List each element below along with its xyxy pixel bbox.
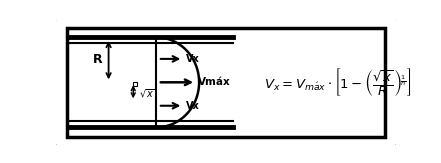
Text: Vx: Vx (186, 54, 199, 64)
FancyBboxPatch shape (67, 28, 385, 137)
Text: R: R (93, 53, 102, 66)
Text: Vmáx: Vmáx (198, 77, 231, 87)
Bar (133, 82, 137, 86)
Text: Vx: Vx (186, 101, 199, 111)
Text: $V_x = V_{m\acute{a}x} \cdot \left[1 - \left(\dfrac{\sqrt{x}}{R}\right)^{\!\frac: $V_x = V_{m\acute{a}x} \cdot \left[1 - \… (264, 66, 411, 98)
Text: $\sqrt{x}$: $\sqrt{x}$ (138, 88, 155, 100)
FancyBboxPatch shape (55, 18, 397, 147)
